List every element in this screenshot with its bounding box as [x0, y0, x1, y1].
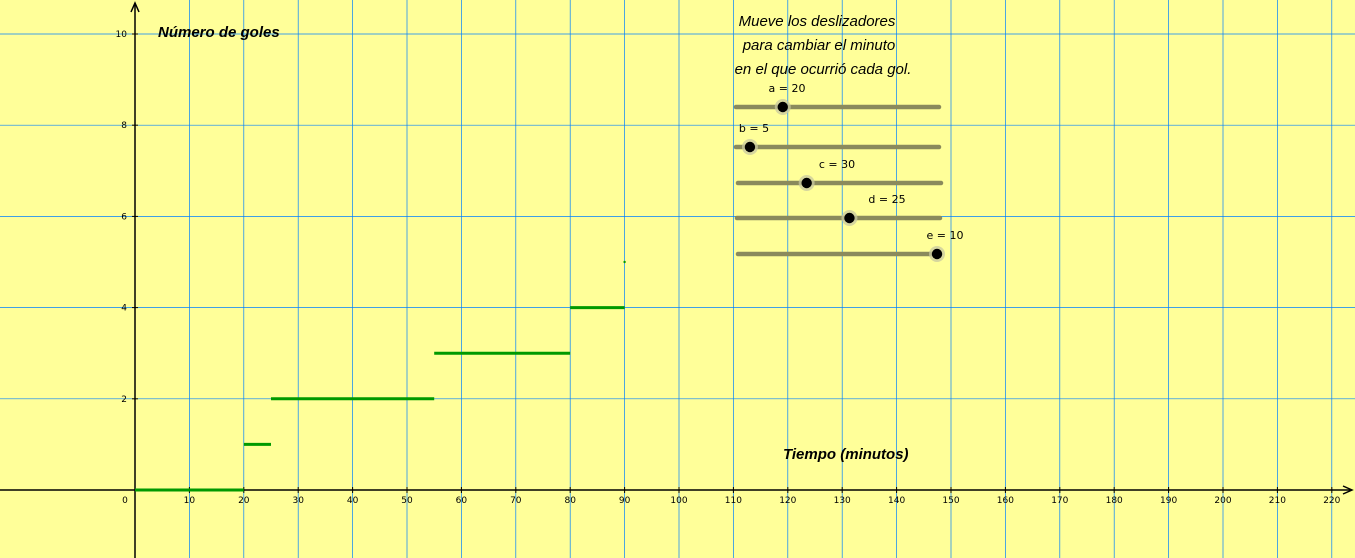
x-tick-label: 50 — [401, 496, 413, 506]
x-tick-label: 40 — [347, 496, 359, 506]
x-tick-label: 110 — [725, 496, 742, 506]
x-axis-arrow — [1342, 485, 1354, 495]
x-tick-label: 140 — [888, 496, 905, 506]
slider-d[interactable]: d = 25 — [734, 193, 943, 226]
slider-knob-b[interactable] — [744, 141, 756, 153]
instructions-text: Mueve los deslizadores para cambiar el m… — [735, 13, 912, 78]
x-tick-label: 200 — [1214, 496, 1231, 506]
slider-e[interactable]: e = 10 — [735, 229, 964, 262]
slider-label-a: a = 20 — [769, 82, 806, 95]
x-tick-label: 210 — [1269, 496, 1286, 506]
slider-knob-c[interactable] — [801, 177, 812, 189]
slider-label-c: c = 30 — [819, 158, 855, 171]
y-tick-label: 10 — [116, 30, 128, 40]
x-tick-label: 70 — [510, 496, 522, 506]
x-tick-label: 150 — [942, 496, 959, 506]
y-axis-arrow — [130, 1, 140, 13]
y-tick-label: 4 — [121, 304, 127, 314]
y-tick-label: 2 — [121, 395, 127, 405]
slider-knob-a[interactable] — [777, 101, 788, 113]
y-axis-label: Número de goles — [158, 24, 280, 41]
slider-b[interactable]: b = 5 — [733, 122, 942, 155]
x-tick-label: 100 — [670, 496, 687, 506]
x-tick-label: 220 — [1323, 496, 1340, 506]
slider-label-d: d = 25 — [868, 193, 905, 206]
x-tick-label: 170 — [1051, 496, 1068, 506]
x-tick-label: 30 — [292, 496, 304, 506]
instruction-line: en el que ocurrió cada gol. — [735, 61, 912, 78]
x-tick-label: 10 — [184, 496, 196, 506]
x-tick-label: 120 — [779, 496, 796, 506]
x-tick-label: 130 — [834, 496, 851, 506]
y-tick-label: 8 — [121, 121, 127, 131]
x-tick-label: 80 — [564, 496, 576, 506]
x-tick-label: 160 — [997, 496, 1014, 506]
instruction-line: para cambiar el minuto — [742, 37, 896, 54]
instruction-line: Mueve los deslizadores — [739, 13, 896, 30]
x-tick-label: 60 — [456, 496, 468, 506]
x-tick-label: 0 — [122, 496, 128, 506]
x-tick-label: 90 — [619, 496, 631, 506]
slider-a[interactable]: a = 20 — [733, 82, 942, 115]
step-point — [623, 260, 626, 264]
slider-label-b: b = 5 — [739, 122, 769, 135]
slider-knob-e[interactable] — [931, 248, 943, 260]
x-tick-label: 180 — [1106, 496, 1123, 506]
x-axis-label: Tiempo (minutos) — [783, 446, 909, 463]
slider-label-e: e = 10 — [927, 229, 964, 242]
x-tick-label: 190 — [1160, 496, 1177, 506]
slider-c[interactable]: c = 30 — [735, 158, 944, 191]
y-tick-label: 6 — [121, 212, 127, 222]
x-tick-label: 20 — [238, 496, 250, 506]
slider-knob-d[interactable] — [844, 212, 855, 224]
